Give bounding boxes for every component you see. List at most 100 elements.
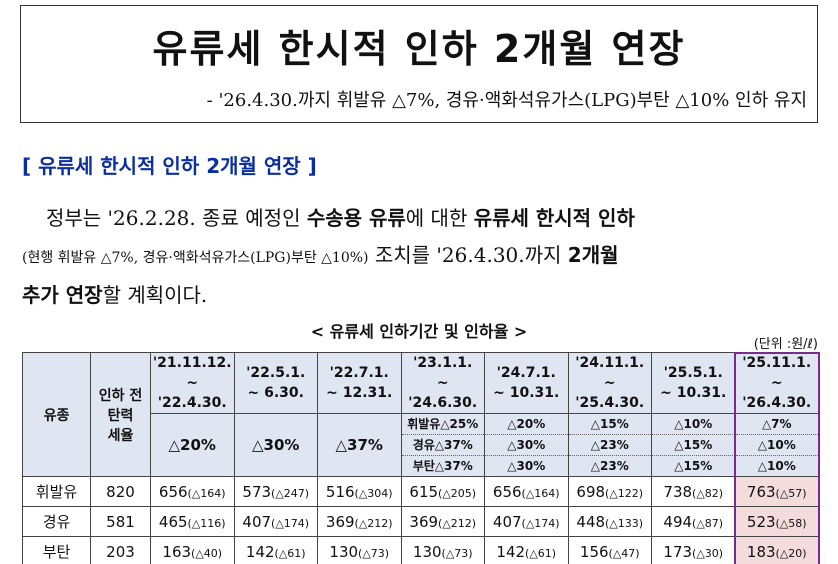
- rate-row: △20% △30% △37% 휘발유△25% 경유△37% 부탄△37% △20% △30% △…: [23, 413, 819, 477]
- period-line: '24.11.1.: [575, 355, 645, 371]
- period-line: ~ '22.4.30.: [157, 375, 227, 411]
- rate-text: 경유△37%: [401, 435, 484, 456]
- rate-text: △23%: [568, 435, 651, 456]
- rate-cell: 휘발유△25% 경유△37% 부탄△37%: [400, 413, 485, 477]
- price: 656: [158, 482, 188, 501]
- base-cell: 581: [90, 506, 151, 537]
- header-cell: 인하 전 탄력 세율: [90, 352, 151, 477]
- period-line: '21.11.12.: [152, 355, 232, 371]
- period-line: ~ 10.31.: [660, 385, 727, 401]
- fuel-cell: 경유: [22, 506, 91, 537]
- period-cell: '23.1.1. ~ '24.6.30.: [400, 352, 485, 414]
- fuel-cell: 부탄: [22, 536, 91, 564]
- reduction: (△247): [271, 486, 310, 500]
- price: 465: [158, 512, 188, 531]
- price: 369: [325, 512, 355, 531]
- price: 142: [496, 542, 526, 561]
- period-line: ~ 10.31.: [493, 385, 560, 401]
- period-line: ~ '25.4.30.: [575, 375, 645, 411]
- header-line: 탄력: [107, 407, 134, 424]
- rate-text: △37%: [335, 436, 383, 454]
- price-cell: 763(△57): [734, 476, 819, 507]
- text: 조치를 '26.4.30.까지: [368, 243, 568, 267]
- rate-text: 휘발유△25%: [401, 414, 484, 435]
- header-line: 세율: [107, 427, 134, 444]
- base-cell: 820: [90, 476, 151, 507]
- rate-cell: △15% △23% △23%: [567, 413, 652, 477]
- text: (현행 휘발유 △7%, 경유·액화석유가스(LPG)부탄 △10%): [22, 250, 369, 266]
- title: 유류세 한시적 인하 2개월 연장: [152, 27, 686, 71]
- reduction: (△164): [187, 486, 226, 500]
- price-cell: 656(△164): [484, 476, 569, 507]
- price: 656: [492, 482, 522, 501]
- period-cell: '22.5.1. ~ 6.30.: [233, 352, 318, 414]
- fuel-cell: 휘발유: [22, 476, 91, 507]
- price: 573: [242, 482, 272, 501]
- price: 615: [409, 482, 439, 501]
- rate-cell: △30%: [233, 413, 318, 477]
- price-cell: 656(△164): [150, 476, 235, 507]
- price-cell: 448(△133): [567, 506, 652, 537]
- period-line: '23.1.1.: [413, 355, 473, 371]
- price: 369: [409, 512, 439, 531]
- title-box: 유류세 한시적 인하 2개월 연장 - '26.4.30.까지 휘발유 △7%,…: [20, 5, 818, 123]
- period-line: ~ '26.4.30.: [742, 375, 812, 411]
- price: 738: [663, 482, 693, 501]
- price: 523: [746, 512, 776, 531]
- period-line: '25.5.1.: [663, 365, 723, 381]
- reduction: (△122): [605, 486, 644, 500]
- rate-text: △30%: [507, 459, 546, 473]
- text: 할 계획이다.: [102, 283, 208, 307]
- price: 156: [579, 542, 609, 561]
- reduction: (△174): [271, 516, 310, 530]
- price: 494: [663, 512, 693, 531]
- reduction: (△174): [521, 516, 560, 530]
- price-cell: 573(△247): [233, 476, 318, 507]
- rate-cell: △20% △30% △30%: [484, 413, 569, 477]
- period-line: ~ 6.30.: [247, 385, 304, 401]
- price-cell: 130(△73): [317, 536, 402, 564]
- text: 에 대한: [405, 206, 474, 230]
- reduction: (△164): [521, 486, 560, 500]
- paragraph-line: 정부는 '26.2.28. 종료 예정인 수송용 유류에 대한 유류세 한시적 …: [22, 200, 822, 237]
- reduction: (△73): [358, 546, 390, 560]
- price: 698: [576, 482, 606, 501]
- rate-text: △23%: [590, 459, 629, 473]
- rate-cell: △20%: [150, 413, 235, 477]
- reduction: (△73): [441, 546, 473, 560]
- price-cell: 173(△30): [651, 536, 736, 564]
- unit-label: (단위 :원/ℓ): [753, 337, 818, 352]
- rate-text: △15%: [652, 435, 735, 456]
- price-cell: 142(△61): [233, 536, 318, 564]
- rate-text: △30%: [252, 436, 300, 454]
- price: 516: [325, 482, 355, 501]
- bold-text: 추가 연장: [22, 283, 103, 307]
- price-cell: 369(△212): [400, 506, 485, 537]
- reduction: (△30): [692, 546, 724, 560]
- rate-cell: △7% △10% △10%: [734, 413, 819, 477]
- base-cell: 203: [90, 536, 151, 564]
- reduction: (△40): [191, 546, 223, 560]
- reduction: (△58): [775, 516, 807, 530]
- rate-cell: △37%: [317, 413, 402, 477]
- price-cell: 738(△82): [651, 476, 736, 507]
- period-line: ~ 12.31.: [326, 385, 393, 401]
- reduction: (△20): [775, 546, 807, 560]
- data-row: 휘발유 820 656(△164) 573(△247) 516(△304) 615(△20…: [22, 476, 819, 507]
- reduction: (△304): [354, 486, 393, 500]
- rate-text: △10%: [735, 435, 818, 456]
- price: 173: [663, 542, 693, 561]
- reduction: (△47): [608, 546, 640, 560]
- reduction: (△205): [438, 486, 477, 500]
- data-row: 경유 581 465(△116) 407(△174) 369(△212) 369(△212…: [22, 506, 819, 537]
- price: 130: [329, 542, 359, 561]
- reduction: (△87): [692, 516, 724, 530]
- price-cell: 369(△212): [317, 506, 402, 537]
- bold-text: 유류세 한시적 인하: [473, 206, 635, 230]
- paragraph-line: (현행 휘발유 △7%, 경유·액화석유가스(LPG)부탄 △10%) 조치를 …: [22, 237, 822, 277]
- reduction: (△133): [605, 516, 644, 530]
- paragraph: 정부는 '26.2.28. 종료 예정인 수송용 유류에 대한 유류세 한시적 …: [22, 200, 822, 314]
- reduction: (△61): [525, 546, 557, 560]
